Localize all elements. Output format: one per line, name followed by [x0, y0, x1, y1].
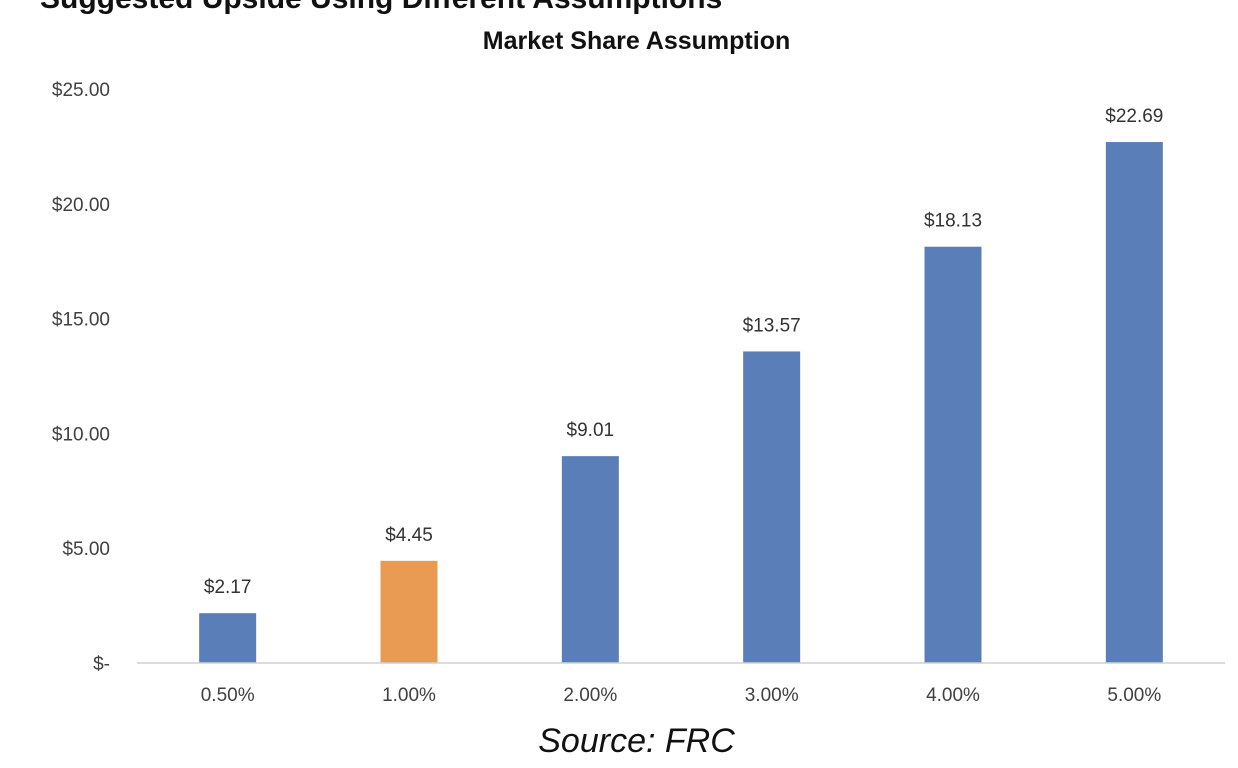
- y-tick-label: $20.00: [52, 195, 110, 216]
- y-tick-label: $5.00: [62, 539, 110, 560]
- x-tick-label: 3.00%: [745, 685, 799, 706]
- bar-value-label: $22.69: [1105, 106, 1163, 127]
- y-tick-label: $25.00: [52, 80, 110, 101]
- y-tick-label: $15.00: [52, 310, 110, 331]
- x-tick-label: 0.50%: [201, 685, 255, 706]
- x-tick-label: 4.00%: [926, 685, 980, 706]
- y-axis: $- $5.00 $10.00 $15.00 $20.00 $25.00: [52, 80, 110, 675]
- bar: [380, 560, 438, 663]
- source-note: Source: FRC: [538, 722, 735, 760]
- chart-title: Market Share Assumption: [482, 27, 791, 55]
- x-tick-label: 1.00%: [382, 685, 436, 706]
- clipped-page-heading: Suggested Upside Using Different Assumpt…: [40, 0, 722, 16]
- y-tick-label: $10.00: [52, 424, 110, 445]
- bars: [199, 142, 1163, 663]
- x-axis: 0.50% 1.00% 2.00% 3.00% 4.00% 5.00%: [201, 685, 1162, 706]
- bar: [743, 351, 801, 663]
- x-tick-label: 5.00%: [1107, 685, 1161, 706]
- x-tick-label: 2.00%: [563, 685, 617, 706]
- data-labels: $2.17 $4.45 $9.01 $13.57 $18.13 $22.69: [204, 106, 1164, 598]
- y-tick-label: $-: [93, 654, 110, 675]
- bar-value-label: $4.45: [385, 525, 433, 546]
- bar-value-label: $18.13: [924, 211, 982, 232]
- bar-value-label: $2.17: [204, 577, 252, 598]
- bar: [924, 246, 982, 663]
- bar: [1105, 142, 1163, 663]
- bar: [199, 613, 257, 663]
- bar-value-label: $9.01: [567, 420, 615, 441]
- bar-value-label: $13.57: [743, 315, 801, 336]
- bar: [561, 456, 619, 663]
